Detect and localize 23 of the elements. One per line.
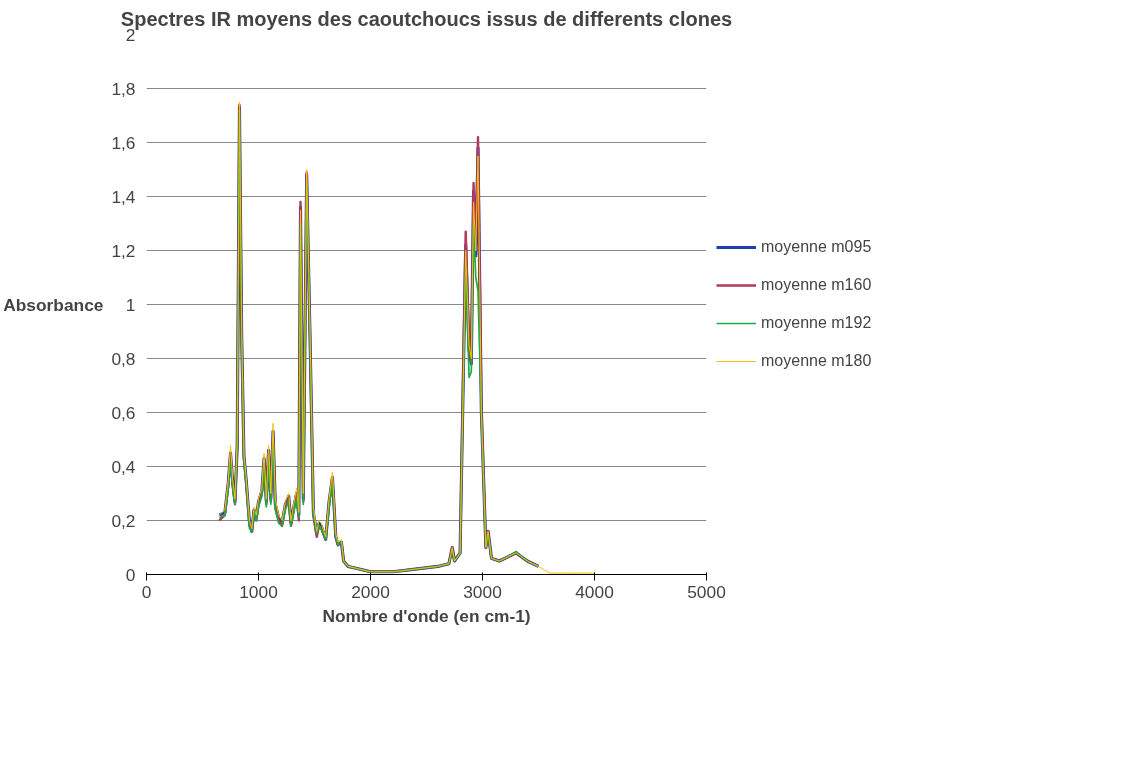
line-series <box>218 101 595 574</box>
x-axis-title: Nombre d'onde (en cm-1) <box>322 605 531 626</box>
y-tick-label: 0 <box>125 564 136 585</box>
legend-label: moyenne m180 <box>761 352 872 370</box>
y-tick-label: 1,6 <box>111 132 136 153</box>
y-tick-label: 0,8 <box>111 348 136 369</box>
x-tick-label: 4000 <box>575 581 614 602</box>
y-tick-label: 1 <box>125 294 136 315</box>
x-tick-label: 1000 <box>239 581 278 602</box>
y-axis-title: Absorbance <box>3 294 104 315</box>
legend-label: moyenne m095 <box>761 238 872 256</box>
y-tick-label: 1,8 <box>111 78 136 99</box>
x-tick-label: 2000 <box>351 581 390 602</box>
legend-label: moyenne m192 <box>761 314 872 332</box>
x-tick-label: 3000 <box>463 581 502 602</box>
x-tick-label: 5000 <box>687 581 726 602</box>
y-tick-label: 0,6 <box>111 402 136 423</box>
x-tick-label: 0 <box>141 581 152 602</box>
legend-label: moyenne m160 <box>761 276 872 294</box>
y-tick-label: 1,4 <box>111 186 136 207</box>
y-tick-label: 0,4 <box>111 456 136 477</box>
y-tick-label: 1,2 <box>111 240 136 261</box>
y-tick-label: 0,2 <box>111 510 136 531</box>
